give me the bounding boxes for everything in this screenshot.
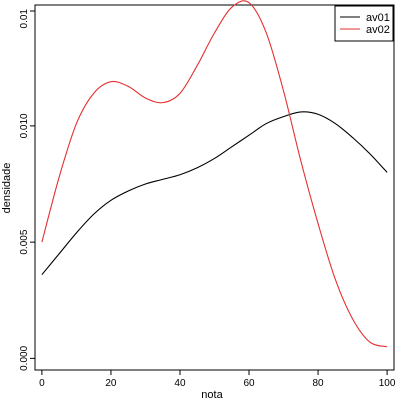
y-axis: 0.000 0.005 0.010 0.01 xyxy=(19,5,36,371)
legend-label-av01: av01 xyxy=(366,12,390,24)
x-axis: 0 20 40 60 80 100 xyxy=(39,369,396,389)
y-tick-label: 0.010 xyxy=(19,113,30,138)
x-tick-label: 20 xyxy=(105,378,117,389)
legend-label-av02: av02 xyxy=(366,24,390,36)
plot-frame xyxy=(34,4,395,371)
y-tick-label: 0.000 xyxy=(19,345,30,370)
y-tick-label: 0.005 xyxy=(19,229,30,254)
x-tick-label: 0 xyxy=(39,378,45,389)
legend-box xyxy=(334,5,394,42)
series-line-av02 xyxy=(41,0,388,348)
x-axis-title: nota xyxy=(201,389,223,400)
x-tick-label: 80 xyxy=(312,378,324,389)
x-tick-label: 40 xyxy=(174,378,186,389)
y-axis-title: densidade xyxy=(1,163,13,214)
x-tick-label: 60 xyxy=(243,378,255,389)
series-layer xyxy=(41,0,388,348)
series-line-av01 xyxy=(41,111,388,276)
x-tick-label: 100 xyxy=(379,378,396,389)
y-tick-label-top: 0.01 xyxy=(19,9,30,29)
